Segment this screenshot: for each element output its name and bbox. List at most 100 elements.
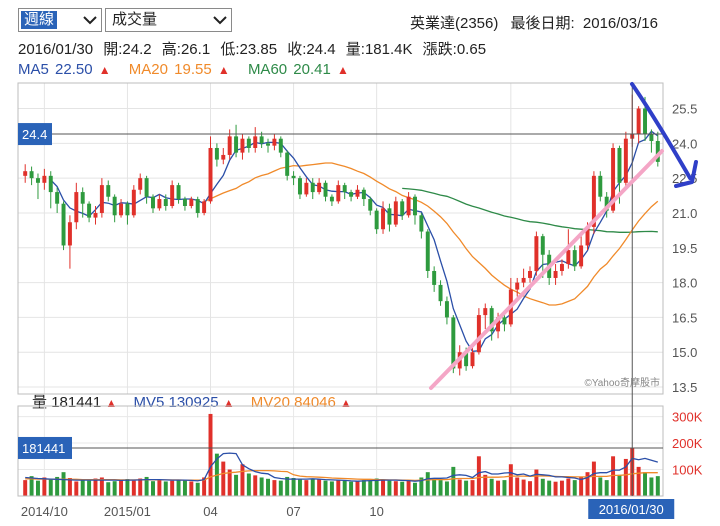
crosshair-date-label: 2016/01/30 [599, 502, 664, 517]
period-select[interactable]: 週線 [18, 8, 102, 32]
open-value: 24.2 [122, 41, 152, 58]
chevron-down-icon [213, 16, 227, 25]
change-label: 漲跌: [422, 41, 457, 58]
mv5-label: MV5 [133, 394, 165, 411]
volume-bar [23, 480, 28, 496]
volume-bar [99, 477, 104, 496]
volume-bar [393, 481, 398, 496]
candle-body [483, 308, 488, 316]
last-date: 2016/03/16 [582, 15, 658, 32]
y-tick-label: 25.5 [672, 102, 697, 117]
volume-bar [87, 480, 92, 496]
volume-bar [61, 472, 66, 496]
candle-body [67, 222, 72, 246]
volume-bar [483, 474, 488, 496]
ma20-line [203, 162, 659, 306]
candle-body [163, 199, 168, 207]
volume-bar [502, 480, 507, 496]
ohlc-date: 2016/01/30 [18, 41, 94, 58]
candle-body [393, 201, 398, 225]
indicator-select[interactable]: 成交量 [105, 8, 232, 32]
candle-body [368, 199, 373, 211]
volume-bar [291, 478, 296, 496]
volume-bar [553, 481, 558, 496]
candle-body [176, 185, 181, 200]
candle-body [125, 203, 130, 216]
candle-body [515, 282, 520, 290]
volume-bar [310, 478, 315, 496]
candle-body [329, 196, 334, 202]
volume-bar [406, 480, 411, 496]
chevron-down-icon [83, 16, 97, 25]
candle-body [540, 236, 545, 255]
volume-bar [649, 477, 654, 496]
volume-bar [259, 477, 264, 496]
volume-y-tick-label: 200K [672, 436, 703, 451]
volume-bar [272, 480, 277, 496]
crosshair-date-box [588, 499, 675, 519]
volume-bar [444, 481, 449, 496]
volume-bar [381, 479, 386, 496]
up-arrow-icon: ▲ [337, 63, 349, 77]
ma20-label: MA20 [128, 61, 168, 78]
candle-body [643, 108, 648, 135]
volume-bar [42, 477, 47, 496]
candle-body [131, 189, 136, 216]
candle-body [157, 199, 162, 209]
candle-body [189, 199, 194, 207]
volume-bar [617, 474, 622, 496]
mv20-value: 84046 [294, 394, 336, 411]
volume-bar [419, 477, 424, 496]
volume-bar [342, 480, 347, 496]
candle-body [617, 147, 622, 183]
stock-name-code: 英業達(2356) [410, 15, 499, 32]
volume-value: 181.4K [364, 41, 413, 58]
volume-bar [547, 480, 552, 496]
candle-body [355, 189, 360, 197]
volume-average-lines [25, 452, 658, 482]
candle-body [182, 199, 187, 207]
candle-body [138, 178, 143, 190]
volume-bar [515, 477, 520, 496]
candle-body [387, 208, 392, 225]
volume-legend: 量 181441 ▲ MV5 130925 ▲ MV20 84046 ▲ [32, 391, 352, 412]
high-value: 26.1 [180, 41, 211, 58]
candle-body [266, 143, 270, 146]
candle-body [35, 178, 40, 183]
volume-bar [119, 480, 124, 496]
open-label: 開: [103, 41, 123, 58]
volume-bar [643, 472, 648, 496]
candle-body [374, 210, 379, 230]
candle-body [611, 147, 616, 211]
volume-bar [234, 474, 239, 496]
candle-body [579, 245, 584, 267]
volume-bar [457, 479, 462, 496]
x-tick-label: 2014/10 [21, 504, 68, 519]
volume-bar [144, 476, 149, 496]
watermark: ©Yahoo奇摩股市 [584, 376, 660, 389]
axes: 25.524.022.521.019.518.016.515.013.5300K… [17, 82, 703, 519]
candle-body [99, 185, 104, 213]
volume-bar [80, 479, 85, 496]
candle-body [585, 226, 590, 246]
candle-body [476, 315, 481, 353]
volume-bar [29, 476, 34, 496]
stock-info: 英業達(2356) 最後日期: 2016/03/16 [410, 12, 658, 33]
candle-body [48, 175, 53, 193]
crosshair-volume-box [18, 436, 72, 459]
candle-body [406, 196, 411, 216]
up-arrow-icon: ▲ [340, 396, 352, 410]
volume-bar [425, 472, 430, 496]
annotations: 24.4 181441 2016/01/30 [18, 82, 698, 519]
volume-bar [476, 456, 481, 496]
volume-bar [559, 480, 564, 496]
volume-bar [48, 478, 53, 496]
candle-body [432, 270, 437, 285]
candle-body [291, 175, 296, 179]
candle-body [655, 141, 660, 162]
mv5-line [25, 452, 658, 482]
candle-body [106, 185, 111, 197]
volume-bar [240, 464, 245, 496]
mv20-line [25, 469, 658, 482]
